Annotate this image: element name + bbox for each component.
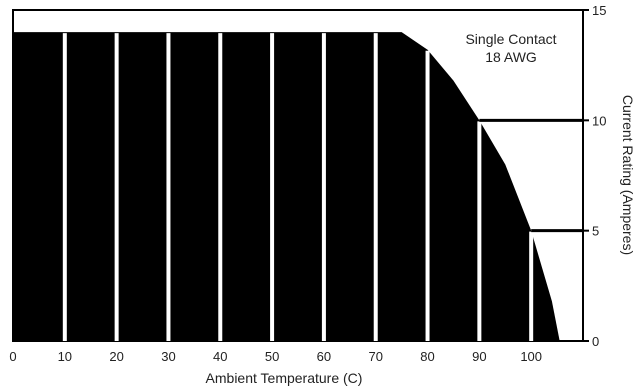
x-axis-tick-labels: 0 10 20 30 40 50 60 70 80 90 100 [9,349,542,364]
y-axis-ticks: 0 5 10 15 [583,3,606,349]
annotation-line-2: 18 AWG [485,49,537,65]
y-tick-label-15: 15 [592,3,606,18]
x-tick-label-90: 90 [472,349,486,364]
x-tick-label-0: 0 [9,349,16,364]
x-axis-title: Ambient Temperature (C) [206,370,363,386]
x-tick-label-50: 50 [265,349,279,364]
x-tick-label-40: 40 [213,349,227,364]
y-tick-label-0: 0 [592,334,599,349]
y-tick-label-5: 5 [592,224,599,239]
x-tick-label-70: 70 [368,349,382,364]
x-tick-label-80: 80 [420,349,434,364]
x-tick-label-100: 100 [520,349,542,364]
temperature-separators [62,33,534,341]
y-tick-label-10: 10 [592,113,606,128]
annotation-line-1: Single Contact [465,31,556,47]
x-tick-label-60: 60 [317,349,331,364]
x-tick-label-30: 30 [161,349,175,364]
y-axis-title: Current Rating (Amperes) [620,95,634,255]
x-tick-label-20: 20 [109,349,123,364]
current-rating-area [13,32,560,342]
x-tick-label-10: 10 [58,349,72,364]
reference-lines [479,118,583,233]
